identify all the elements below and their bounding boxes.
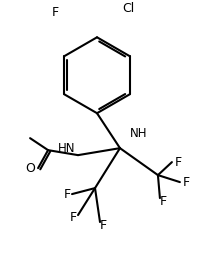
Text: HN: HN xyxy=(58,142,75,155)
Text: F: F xyxy=(159,194,166,207)
Text: F: F xyxy=(174,156,182,169)
Text: F: F xyxy=(99,219,106,232)
Text: NH: NH xyxy=(130,127,147,140)
Text: F: F xyxy=(51,6,59,19)
Text: O: O xyxy=(25,162,35,175)
Text: F: F xyxy=(70,211,76,224)
Text: F: F xyxy=(182,176,190,188)
Text: Cl: Cl xyxy=(122,2,134,15)
Text: F: F xyxy=(63,187,71,200)
